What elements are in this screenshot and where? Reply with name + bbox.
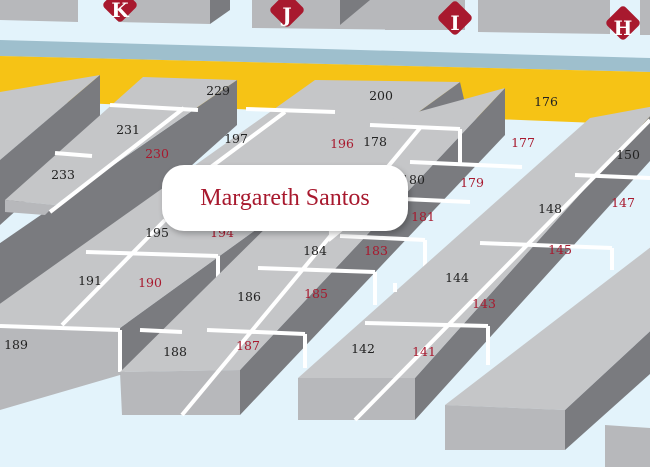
booth-block-lower-right: [445, 247, 650, 467]
booth-label[interactable]: 187: [236, 338, 260, 353]
booth-label[interactable]: 150: [616, 147, 640, 162]
booth-label[interactable]: 176: [534, 94, 558, 109]
booth-label[interactable]: 177: [511, 135, 535, 150]
booth-labels: 229 231 233 230 200 197 196 195 194 191 …: [4, 83, 640, 359]
booth-label[interactable]: 147: [611, 195, 635, 210]
aisle-label: K: [111, 0, 129, 22]
booth-label[interactable]: 143: [472, 296, 496, 311]
aisle-marker-i[interactable]: I: [437, 0, 474, 36]
booth-label[interactable]: 200: [369, 88, 393, 103]
booth-label[interactable]: 188: [163, 344, 187, 359]
booth-label[interactable]: 183: [364, 243, 388, 258]
booth-block-150: [298, 106, 650, 422]
booth-label[interactable]: 189: [4, 337, 28, 352]
aisle-marker-k[interactable]: K: [102, 0, 139, 23]
booth-label[interactable]: 184: [303, 243, 327, 258]
booth-label[interactable]: 231: [116, 122, 140, 137]
booth-label[interactable]: 195: [145, 225, 169, 240]
booth-label[interactable]: 197: [224, 131, 248, 146]
booth-label[interactable]: 185: [304, 286, 328, 301]
aisle-label: J: [280, 3, 291, 27]
aisle-marker-j[interactable]: J: [269, 0, 306, 28]
aisle-label: I: [450, 11, 459, 35]
booth-label[interactable]: 191: [78, 273, 102, 288]
booth-label[interactable]: 196: [330, 136, 354, 151]
booth-label[interactable]: 179: [460, 175, 484, 190]
top-row-buildings: [0, 0, 650, 35]
exhibitor-name: Margareth Santos: [200, 184, 370, 211]
walkway-band: [0, 40, 650, 72]
booth-label[interactable]: 144: [445, 270, 469, 285]
booth-label[interactable]: 141: [412, 344, 436, 359]
exhibitor-callout[interactable]: Margareth Santos: [162, 165, 408, 231]
aisle-marker-h[interactable]: H: [605, 5, 642, 42]
booth-label[interactable]: 233: [51, 167, 75, 182]
booth-label[interactable]: 148: [538, 201, 562, 216]
booth-label[interactable]: 229: [206, 83, 230, 98]
booth-label[interactable]: 142: [351, 341, 375, 356]
booth-label[interactable]: 145: [548, 242, 572, 257]
booth-label[interactable]: 178: [363, 134, 387, 149]
booth-label[interactable]: 230: [145, 146, 169, 161]
booth-label[interactable]: 190: [138, 275, 162, 290]
aisle-label: H: [614, 16, 633, 40]
booth-label[interactable]: 181: [411, 209, 435, 224]
booth-label[interactable]: 186: [237, 289, 261, 304]
